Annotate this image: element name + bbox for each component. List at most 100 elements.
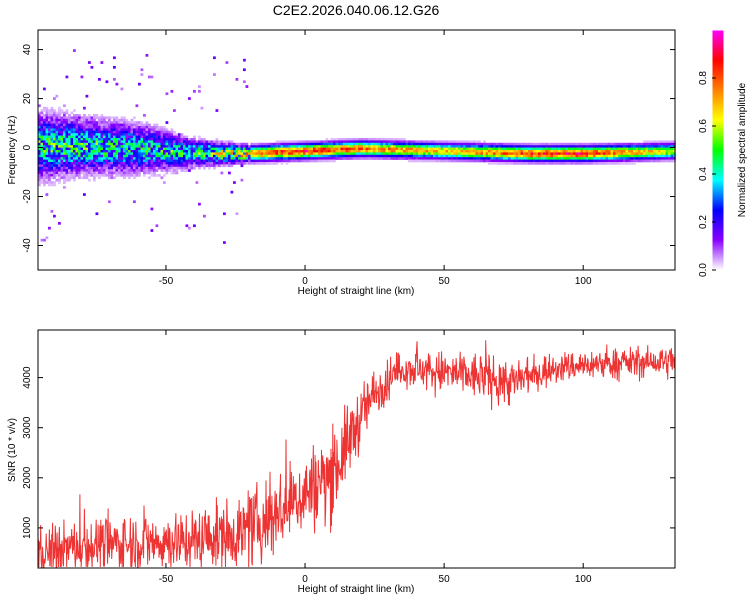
- heatmap-cell: [218, 140, 221, 144]
- heatmap-cell: [298, 159, 301, 163]
- heatmap-cell: [650, 140, 654, 144]
- heatmap-cell: [470, 145, 474, 148]
- heatmap-cell: [90, 128, 94, 132]
- heatmap-cell: [345, 140, 349, 144]
- heatmap-cell: [300, 150, 304, 153]
- heatmap-cell: [483, 154, 486, 158]
- heatmap-cell: [513, 157, 516, 160]
- heatmap-cell: [608, 154, 611, 158]
- heatmap-cell: [188, 97, 191, 100]
- heatmap-cell: [320, 145, 324, 148]
- heatmap-cell: [465, 159, 469, 163]
- heatmap-cell: [43, 183, 46, 187]
- heatmap-cell: [403, 154, 406, 158]
- heatmap-cell: [135, 152, 139, 156]
- heatmap-cell: [63, 104, 66, 108]
- heatmap-cell: [285, 147, 289, 151]
- heatmap-cell: [135, 147, 139, 151]
- heatmap-cell: [48, 157, 51, 160]
- heatmap-cell: [325, 152, 329, 156]
- heatmap-cell: [103, 123, 106, 127]
- heatmap-cell: [328, 150, 331, 153]
- heatmap-cell: [43, 157, 46, 160]
- heatmap-cell: [283, 142, 286, 146]
- heatmap-cell: [138, 140, 141, 144]
- heatmap-cell: [108, 174, 111, 177]
- heatmap-cell: [418, 157, 421, 160]
- heatmap-cell: [75, 130, 79, 134]
- heatmap-cell: [313, 150, 316, 153]
- heatmap-cell: [240, 145, 244, 148]
- heatmap-cell: [93, 169, 96, 172]
- heatmap-cell: [193, 164, 196, 168]
- heatmap-cell: [320, 150, 324, 153]
- heatmap-cell: [413, 150, 416, 153]
- heatmap-cell: [383, 142, 386, 146]
- heatmap-cell: [635, 150, 639, 153]
- heatmap-cell: [113, 118, 116, 122]
- heatmap-cell: [545, 152, 549, 156]
- heatmap-cell: [413, 142, 416, 146]
- heatmap-cell: [135, 138, 139, 141]
- heatmap-cell: [345, 154, 349, 158]
- heatmap-cell: [568, 157, 571, 160]
- heatmap-cell: [80, 123, 84, 127]
- heatmap-cell: [158, 164, 161, 168]
- heatmap-cell: [128, 133, 131, 136]
- heatmap-cell: [208, 154, 211, 158]
- heatmap-cell: [68, 126, 71, 129]
- heatmap-cell: [108, 128, 111, 132]
- heatmap-cell: [65, 128, 69, 132]
- heatmap-cell: [328, 145, 331, 148]
- heatmap-cell: [160, 152, 164, 156]
- heatmap-cell: [630, 162, 634, 165]
- heatmap-cell: [608, 159, 611, 163]
- heatmap-cell: [80, 145, 84, 148]
- heatmap-cell: [563, 162, 566, 165]
- heatmap-cell: [495, 159, 499, 163]
- heatmap-cell: [75, 135, 79, 139]
- heatmap-cell: [378, 157, 381, 160]
- heatmap-cell: [540, 159, 544, 163]
- heatmap-cell: [145, 140, 149, 144]
- heatmap-cell: [53, 118, 56, 122]
- heatmap-cell: [438, 159, 441, 163]
- heatmap-cell: [118, 140, 121, 144]
- heatmap-cell: [185, 147, 189, 151]
- heatmap-cell: [55, 142, 59, 146]
- heatmap-cell: [325, 159, 329, 163]
- heatmap-cell: [100, 128, 104, 132]
- heatmap-cell: [490, 162, 494, 165]
- heatmap-cell: [95, 169, 99, 172]
- heatmap-cell: [65, 118, 69, 122]
- heatmap-cell: [508, 152, 511, 156]
- heatmap-cell: [183, 138, 186, 141]
- x-tick-label: -50: [159, 574, 174, 585]
- heatmap-cell: [233, 152, 236, 156]
- heatmap-cell: [575, 142, 579, 146]
- heatmap-cell: [198, 164, 201, 168]
- heatmap-cell: [248, 147, 251, 151]
- heatmap-cell: [205, 157, 209, 160]
- heatmap-cell: [603, 150, 606, 153]
- heatmap-cell: [605, 145, 609, 148]
- heatmap-cell: [150, 152, 154, 156]
- heatmap-cell: [450, 142, 454, 146]
- heatmap-cell: [623, 154, 626, 158]
- heatmap-cell: [453, 147, 456, 151]
- heatmap-cell: [138, 162, 141, 165]
- heatmap-cell: [63, 152, 66, 156]
- heatmap-cell: [143, 145, 146, 148]
- heatmap-cell: [178, 154, 181, 158]
- heatmap-cell: [230, 164, 234, 168]
- heatmap-cell: [275, 150, 279, 153]
- heatmap-cell: [253, 159, 256, 163]
- heatmap-cell: [115, 138, 119, 141]
- heatmap-cell: [168, 147, 171, 151]
- heatmap-cell: [153, 128, 156, 132]
- heatmap-cell: [45, 135, 49, 139]
- heatmap-cell: [83, 166, 86, 170]
- heatmap-cell: [138, 121, 141, 124]
- heatmap-cell: [640, 154, 644, 158]
